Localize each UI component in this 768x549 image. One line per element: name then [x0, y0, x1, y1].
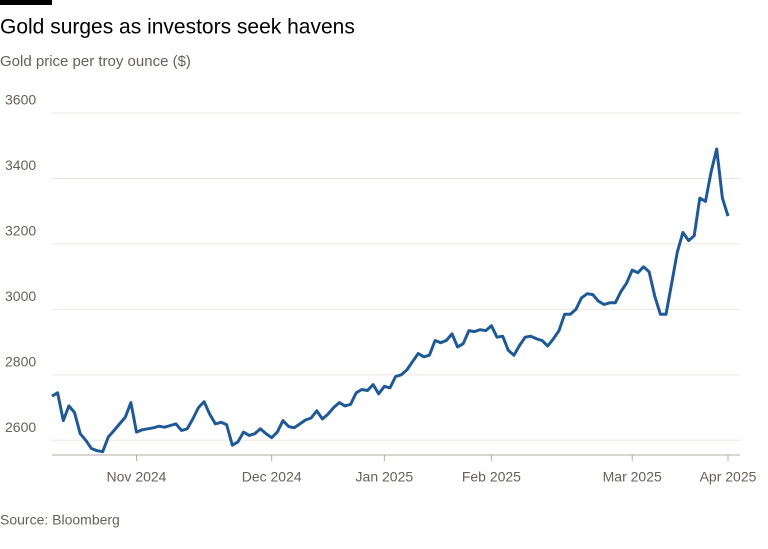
x-tick-label: Jan 2025 [356, 469, 414, 485]
y-tick-label: 3400 [5, 157, 36, 173]
x-tick-label: Mar 2025 [603, 469, 662, 485]
y-tick-label: 3600 [5, 92, 36, 108]
price-line [51, 147, 730, 454]
chart-subtitle: Gold price per troy ounce ($) [0, 53, 191, 70]
y-tick-label: 3200 [5, 223, 36, 239]
y-tick-label: 2800 [5, 354, 36, 370]
x-tick-label: Nov 2024 [107, 469, 167, 485]
y-tick-label: 2600 [5, 419, 36, 435]
x-tick-label: Apr 2025 [700, 469, 757, 485]
y-tick-label: 3000 [5, 288, 36, 304]
source: Source: Bloomberg [0, 512, 120, 528]
x-tick-label: Feb 2025 [462, 469, 521, 485]
chart-title: Gold surges as investors seek havens [0, 16, 355, 39]
x-tick-label: Dec 2024 [242, 469, 302, 485]
brand-bar [0, 0, 52, 5]
